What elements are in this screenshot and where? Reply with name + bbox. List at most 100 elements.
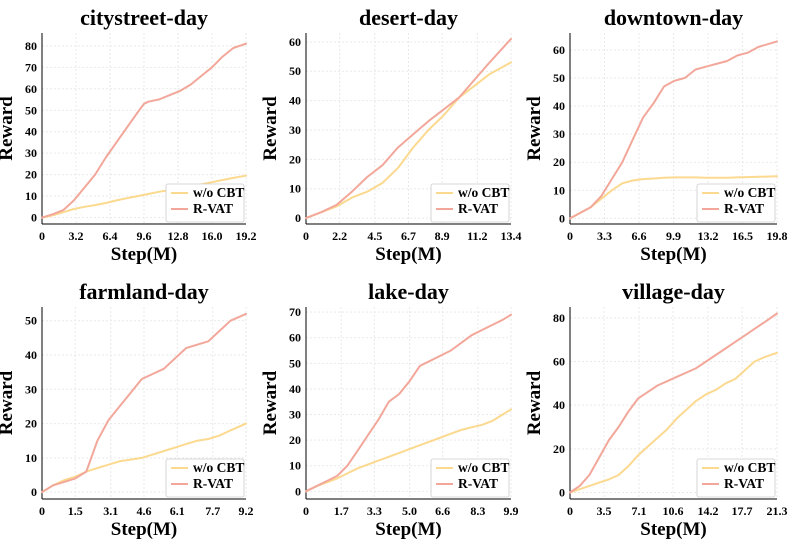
subplot-desert-day: 0 10 20 30 40 50 60 0 2.2 4.5 6.7 8.9 11.2 13.4 desert…: [260, 5, 522, 265]
y-tick-label: 50: [25, 314, 37, 328]
y-tick-label: 50: [289, 64, 301, 78]
x-axis-label: Step(M): [640, 519, 706, 540]
chart-title: desert-day: [359, 5, 458, 30]
chart-title: farmland-day: [79, 279, 209, 304]
x-tick-label: 6.6: [435, 504, 450, 518]
chart-title: village-day: [622, 279, 725, 304]
y-tick-label: 30: [25, 382, 37, 396]
x-tick-label: 8.3: [470, 504, 485, 518]
x-tick-label: 0: [303, 504, 309, 518]
y-tick-label: 60: [553, 355, 565, 369]
y-tick-label: 10: [25, 189, 37, 203]
y-tick-label: 20: [553, 155, 565, 169]
y-tick-label: 40: [289, 382, 301, 396]
y-tick-label: 20: [25, 417, 37, 431]
x-tick-label: 16.0: [202, 229, 223, 243]
legend-label-wo_cbt: w/o CBT: [193, 185, 244, 200]
y-tick-label: 10: [553, 183, 565, 197]
series-line-r_vat: [305, 37, 512, 220]
x-tick-label: 0: [39, 504, 45, 518]
x-tick-label: 3.5: [597, 504, 612, 518]
y-tick-label: 30: [289, 408, 301, 422]
legend-label-r_vat: R-VAT: [193, 201, 233, 216]
x-tick-label: 9.9: [666, 229, 681, 243]
y-tick-label: 40: [25, 348, 37, 362]
x-axis-label: Step(M): [375, 244, 441, 265]
x-tick-label: 14.2: [698, 504, 719, 518]
x-tick-label: 9.9: [504, 504, 519, 518]
y-tick-label: 30: [25, 146, 37, 160]
legend-label-r_vat: R-VAT: [458, 201, 498, 216]
x-axis-label: Step(M): [111, 244, 177, 265]
chart-title: citystreet-day: [80, 5, 208, 30]
series-line-wo_cbt: [41, 174, 247, 219]
y-axis-label: Reward: [0, 96, 17, 161]
series-line-r_vat: [41, 42, 247, 219]
y-axis-label: Reward: [260, 370, 281, 435]
x-tick-label: 3.3: [597, 229, 612, 243]
y-tick-label: 30: [553, 127, 565, 141]
x-tick-label: 1.7: [334, 504, 349, 518]
x-tick-label: 0: [303, 229, 309, 243]
subplot-downtown-day: 0 10 20 30 40 50 60 0 3.3 6.6 9.9 13.2 16.5 19.8 downt…: [524, 5, 788, 265]
x-tick-label: 13.4: [501, 229, 522, 243]
y-tick-label: 50: [553, 71, 565, 85]
y-tick-label: 70: [289, 305, 301, 319]
series-line-r_vat: [41, 312, 247, 494]
y-tick-label: 50: [289, 356, 301, 370]
series-line-r_vat: [569, 312, 778, 494]
y-tick-label: 0: [295, 211, 301, 225]
x-tick-label: 11.2: [467, 229, 487, 243]
series-line-wo_cbt: [41, 422, 247, 494]
x-tick-label: 1.5: [68, 504, 83, 518]
y-tick-label: 60: [25, 82, 37, 96]
legend-label-r_vat: R-VAT: [724, 476, 764, 491]
y-tick-label: 60: [289, 331, 301, 345]
y-tick-label: 70: [25, 60, 37, 74]
series-line-wo_cbt: [569, 351, 778, 494]
y-tick-label: 40: [25, 125, 37, 139]
series-line-wo_cbt: [305, 408, 512, 493]
x-tick-label: 12.8: [168, 229, 189, 243]
y-axis-label: Reward: [524, 96, 545, 161]
legend-label-wo_cbt: w/o CBT: [724, 460, 775, 475]
y-tick-label: 40: [553, 398, 565, 412]
y-tick-label: 30: [289, 123, 301, 137]
x-tick-label: 2.2: [332, 229, 347, 243]
y-tick-label: 80: [25, 39, 37, 53]
subplot-village-day: 0 20 40 60 80 0 3.5 7.1 10.6 14.2 17.7 21.3 village-…: [524, 279, 788, 540]
x-tick-label: 0: [39, 229, 45, 243]
x-tick-label: 8.9: [435, 229, 450, 243]
x-tick-label: 4.5: [367, 229, 382, 243]
y-tick-label: 40: [289, 94, 301, 108]
x-tick-label: 10.6: [663, 504, 684, 518]
x-tick-label: 6.6: [632, 229, 647, 243]
x-axis-label: Step(M): [375, 519, 441, 540]
x-tick-label: 17.7: [732, 504, 753, 518]
y-tick-label: 10: [25, 451, 37, 465]
x-tick-label: 16.5: [732, 229, 753, 243]
x-tick-label: 0: [567, 229, 573, 243]
x-tick-label: 0: [567, 504, 573, 518]
legend-label-wo_cbt: w/o CBT: [458, 185, 509, 200]
y-tick-label: 50: [25, 103, 37, 117]
chart-title: downtown-day: [604, 5, 743, 30]
y-tick-label: 0: [31, 211, 37, 225]
y-tick-label: 0: [559, 485, 565, 499]
y-tick-label: 60: [553, 43, 565, 57]
x-tick-label: 21.3: [767, 504, 788, 518]
x-tick-label: 6.1: [170, 504, 185, 518]
x-tick-label: 6.7: [401, 229, 416, 243]
legend-label-wo_cbt: w/o CBT: [724, 185, 775, 200]
y-tick-label: 0: [559, 211, 565, 225]
x-tick-label: 4.6: [137, 504, 152, 518]
x-tick-label: 7.7: [205, 504, 220, 518]
subplot-farmland-day: 0 10 20 30 40 50 0 1.5 3.1 4.6 6.1 7.7 9.2 farmland-d…: [0, 279, 254, 540]
series-line-r_vat: [305, 313, 512, 493]
